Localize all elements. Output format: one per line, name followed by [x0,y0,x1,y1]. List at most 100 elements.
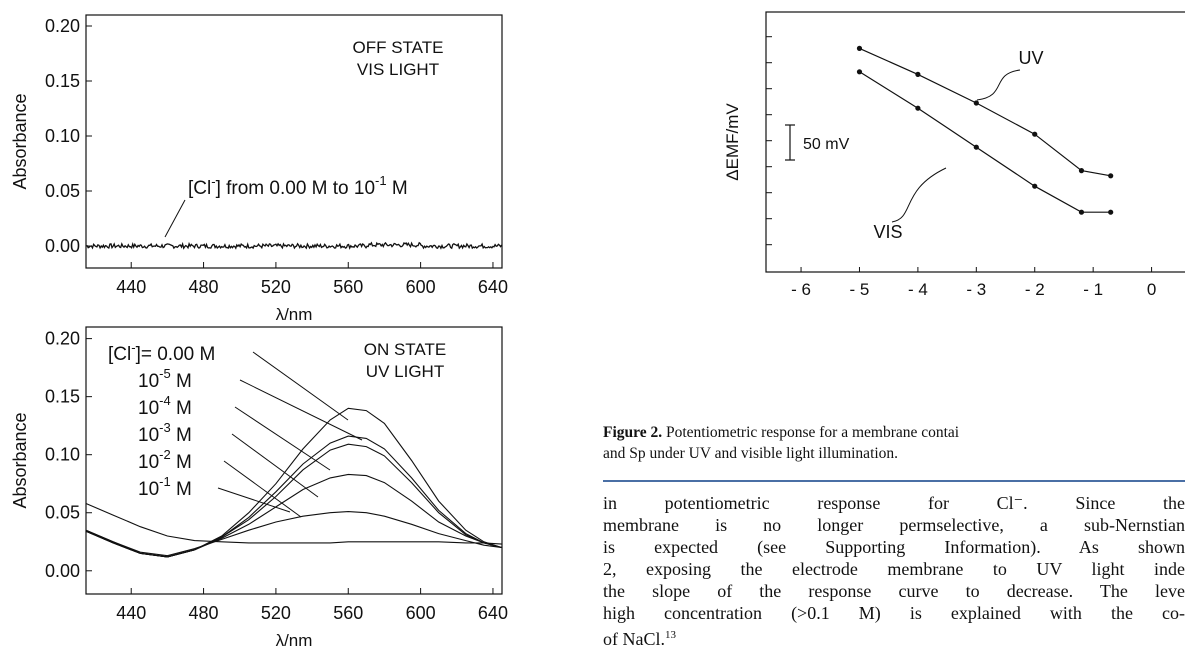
pot-label-leader [891,167,947,223]
off-frame [85,14,503,269]
body-line: 2, exposing the electrode membrane to UV… [603,559,1185,579]
on-xtick-label: 640 [478,603,508,623]
on-legend-label: 10-5 M [138,366,192,392]
pot-data-point [1032,183,1038,189]
on-annotation: ON STATE [364,340,447,359]
pot-xtick-label: - 4 [908,280,928,299]
pot-xtick-label: 0 [1147,280,1156,299]
on-legend-leader [231,433,319,498]
pot-xtick-label: - 2 [1025,280,1045,299]
figure-caption: Figure 2. Potentiometric response for a … [603,422,1185,464]
body-line: of NaCl. [603,629,665,649]
on-x-axis-label: λ/nm [276,631,313,650]
body-text: in potentiometric response for Cl⁻. Sinc… [603,492,1185,650]
pot-xtick-label: - 3 [966,280,986,299]
off-xtick-label: 560 [333,277,363,297]
on-legend-label: 10-3 M [138,420,192,446]
pot-data-point [1078,209,1085,215]
off-ytick-label: 0.00 [45,236,80,256]
pot-xtick-label: - 5 [850,280,870,299]
on-legend-part: ]= 0.00 M [136,344,216,365]
on-legend-unit: M [171,452,192,473]
chart-on-state: 440 480 520 560 600 640 0.00 0.05 0.10 0.15 0.20 λ/… [10,326,508,650]
on-legend-exp: -2 [159,447,171,462]
on-legend-leader [252,351,349,421]
caption-divider [603,480,1185,482]
body-line-last: of NaCl.13 [603,624,1185,650]
off-x-axis-label: λ/nm [276,305,313,322]
on-legend-unit: M [171,479,192,500]
on-series-line [85,502,503,545]
on-legend-part: [Cl [108,344,131,365]
on-legend-leader [217,487,291,513]
on-legend-base: 10 [138,479,159,500]
off-series-label-part: ] from 0.00 M to 10 [216,178,375,199]
chart-off-state: 440 480 520 560 600 640 0.00 0.05 0.10 0.15 0.20 λ/… [10,14,508,322]
off-series-label-sup: - [211,174,215,189]
off-xtick-label: 480 [189,277,219,297]
pot-series-line [859,47,1111,177]
on-legend-label: 10-1 M [138,474,192,500]
on-xtick-label: 480 [189,603,219,623]
pot-data-point [973,100,979,106]
on-legend-exp: -3 [159,420,171,435]
on-legend-sup: - [131,340,135,355]
on-legend-unit: M [171,398,192,419]
off-xtick-label: 520 [261,277,291,297]
on-xtick-label: 600 [406,603,436,623]
on-ytick-label: 0.00 [45,561,80,581]
pot-data-point [915,71,921,77]
on-xtick-label: 560 [333,603,363,623]
on-series-line [85,511,503,557]
on-ytick-label: 0.20 [45,329,80,349]
off-xtick-label: 600 [406,277,436,297]
off-ytick-label: 0.20 [45,16,80,36]
on-ytick-label: 0.10 [45,445,80,465]
off-xtick-label: 440 [116,277,146,297]
on-legend-exp: -1 [159,474,171,489]
on-legend-base: 10 [138,398,159,419]
pot-xtick-label: - 6 [791,280,811,299]
off-series-label-part: [Cl [188,178,211,199]
body-line: high concentration (>0.1 M) is explained… [603,603,1185,623]
pot-scale-bar-label: 50 mV [803,136,850,153]
pot-data-point [1108,209,1114,215]
off-series-label-part: M [387,178,408,199]
pot-data-point [1108,173,1114,179]
pot-data-point [856,69,863,75]
off-ytick-label: 0.15 [45,71,80,91]
on-xtick-label: 440 [116,603,146,623]
pot-series-line [859,71,1111,213]
body-line: the slope of the response curve to decre… [603,581,1185,601]
pot-data-point [915,105,921,111]
pot-data-point [856,45,863,52]
on-xtick-label: 520 [261,603,291,623]
pot-frame [765,11,1185,273]
body-line: membrane is no longer permselective, a s… [603,515,1185,535]
on-legend-label: 10-4 M [138,393,192,419]
off-annotation: VIS LIGHT [357,60,439,79]
on-annotation: UV LIGHT [366,362,444,381]
off-series-label-exp: -1 [375,173,387,188]
pot-y-axis-label: ΔEMF/mV [723,103,742,181]
off-annotation: OFF STATE [353,38,444,57]
body-line: is expected (see Supporting Information)… [603,537,1185,557]
on-legend-base: 10 [138,425,159,446]
body-line: in potentiometric response for Cl⁻. Sinc… [603,493,1185,513]
pot-data-point [1032,131,1038,137]
on-legend-leader [239,379,363,441]
off-y-axis-label: Absorbance [10,93,30,189]
on-y-axis-label: Absorbance [10,412,30,508]
on-legend-exp: -4 [159,393,171,408]
pot-xtick-label: - 1 [1083,280,1103,299]
on-frame [85,326,503,595]
pot-series-label: VIS [873,222,902,242]
on-legend-base: 10 [138,371,159,392]
on-legend-label: 10-2 M [138,447,192,473]
off-ytick-label: 0.05 [45,181,80,201]
on-legend-unit: M [171,371,192,392]
reference-13: 13 [665,629,676,641]
caption-line-1: Potentiometric response for a membrane c… [662,424,960,441]
on-legend-exp: -5 [159,366,171,381]
caption-line-2: and Sp under UV and visible light illumi… [603,445,899,462]
